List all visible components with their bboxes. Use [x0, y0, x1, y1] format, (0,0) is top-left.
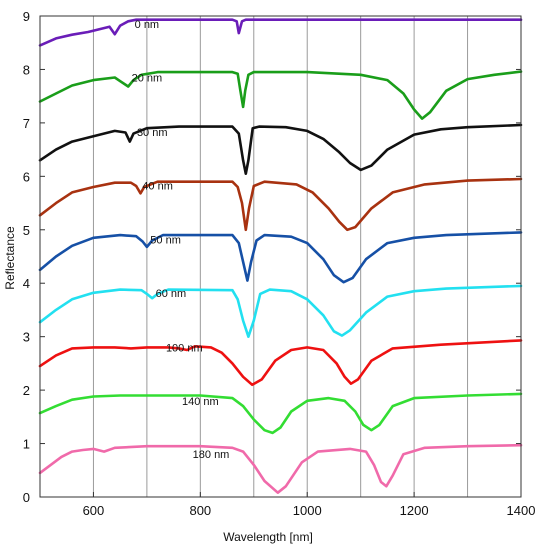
series-line-20-nm	[38, 70, 523, 120]
series-label-60-nm: 60 nm	[156, 288, 187, 300]
series-label-40-nm: 40 nm	[142, 180, 173, 192]
y-tick-label: 4	[23, 276, 30, 291]
plot-frame	[39, 15, 522, 498]
series-lines	[38, 18, 523, 494]
x-tick-label: 800	[189, 503, 211, 518]
series-line-40-nm	[38, 177, 523, 232]
series-line-100-nm	[38, 339, 523, 387]
y-tick-label: 0	[23, 490, 30, 505]
y-tick-label: 2	[23, 383, 30, 398]
series-line-50-nm	[38, 231, 523, 284]
x-tick-label: 1000	[293, 503, 322, 518]
series-line-60-nm	[38, 284, 523, 338]
series-line-140-nm	[38, 392, 523, 435]
series-label-140-nm: 140 nm	[182, 396, 219, 408]
series-label-180-nm: 180 nm	[193, 449, 230, 461]
series-label-20-nm: 20 nm	[132, 72, 163, 84]
y-axis-title: Reflectance	[3, 226, 17, 290]
y-tick-label: 9	[23, 9, 30, 24]
series-line-0-nm	[38, 18, 523, 47]
y-tick-label: 8	[23, 62, 30, 77]
x-tick-label: 600	[83, 503, 105, 518]
y-tick-label: 1	[23, 437, 30, 452]
series-label-0-nm: 0 nm	[135, 19, 159, 31]
series-label-30-nm: 30 nm	[137, 127, 168, 139]
x-tick-label: 1400	[507, 503, 536, 518]
x-tick-label: 1200	[400, 503, 429, 518]
y-tick-label: 5	[23, 223, 30, 238]
series-label-50-nm: 50 nm	[150, 234, 181, 246]
series-line-30-nm	[38, 123, 523, 175]
series-line-180-nm	[38, 443, 523, 494]
y-tick-label: 7	[23, 116, 30, 131]
y-tick-label: 3	[23, 330, 30, 345]
axis-ticks: 600 800 1000 1200 1400 0 1 2 3 4 5 6 7 8 9	[23, 9, 536, 518]
x-axis-title: Wavelength [nm]	[223, 530, 313, 544]
series-labels: 0 nm 20 nm 30 nm 40 nm 50 nm 60 nm 100 nm 140 n…	[132, 19, 230, 461]
series-label-100-nm: 100 nm	[166, 342, 203, 354]
gridlines	[92, 16, 469, 497]
plot-border	[39, 15, 522, 498]
y-tick-label: 6	[23, 169, 30, 184]
